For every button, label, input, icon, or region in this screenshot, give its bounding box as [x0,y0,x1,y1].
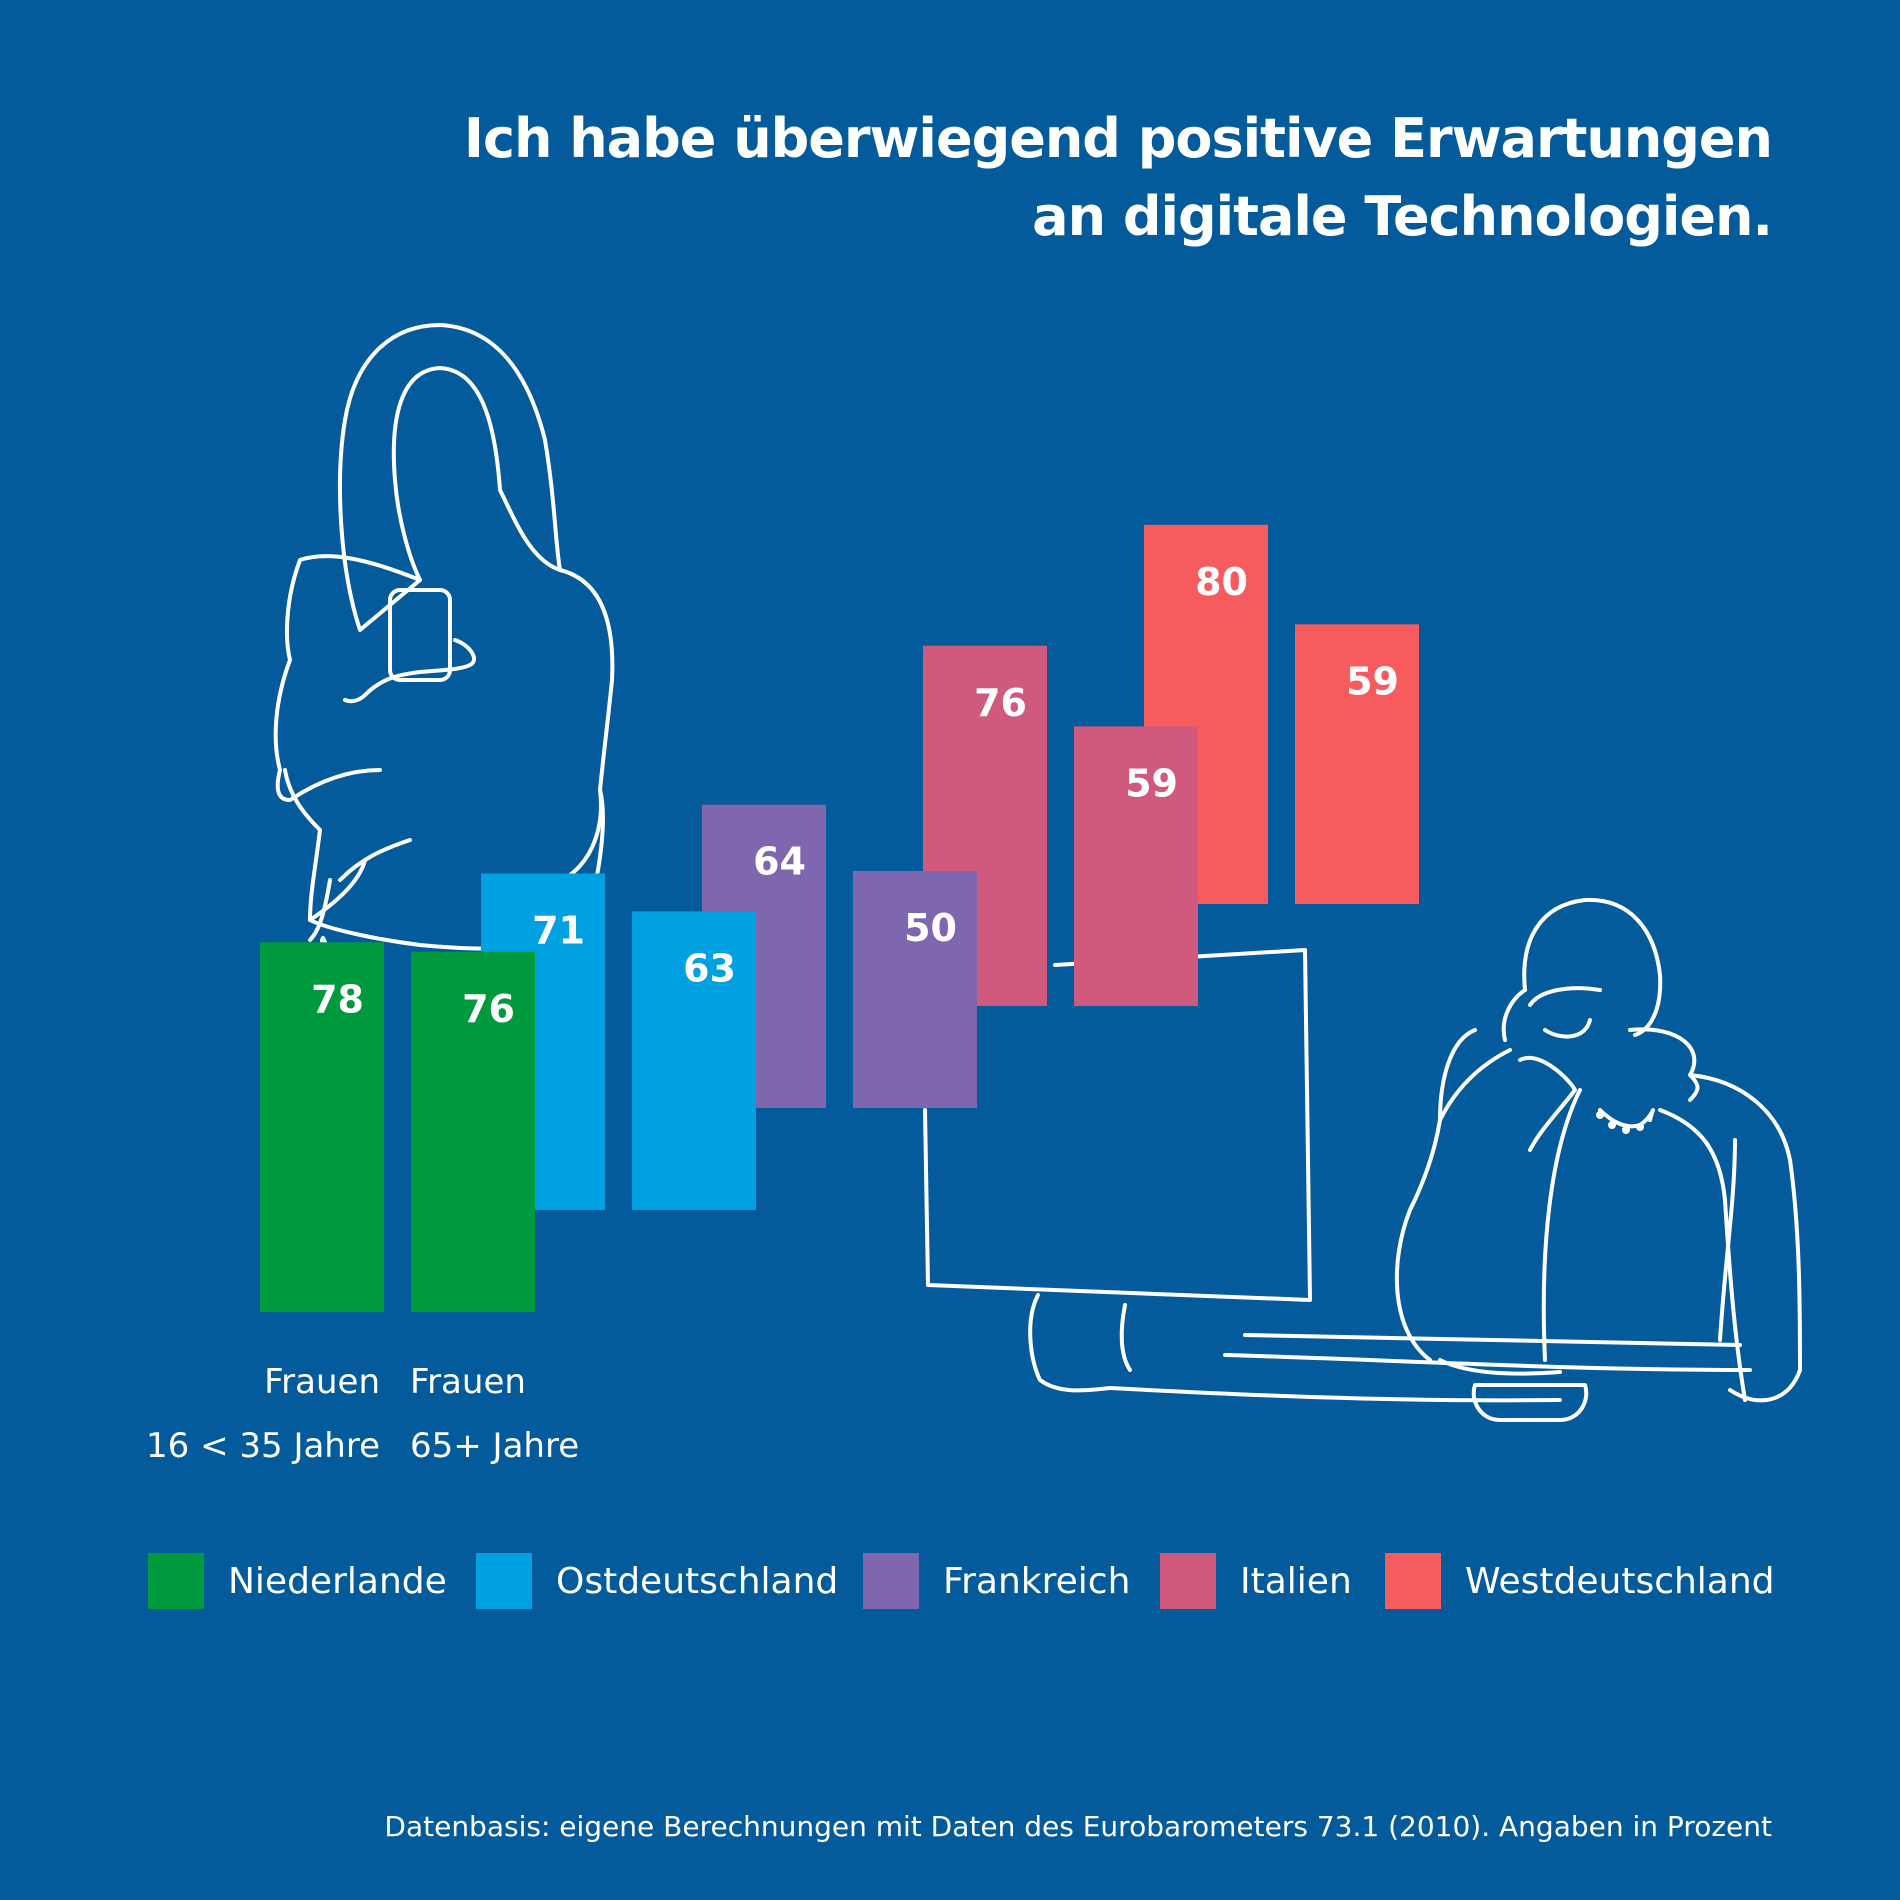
computer-monitor-illustration [923,948,1562,1403]
legend-label-westdeutschland: Westdeutschland [1465,1560,1775,1602]
legend-label-niederlande: Niederlande [228,1560,447,1602]
bar-value-westdeutschland-old: 59 [1346,659,1399,703]
woman-with-phone-illustration [273,323,615,956]
bar-value-frankreich-young: 64 [753,840,806,884]
bar-niederlande-young [260,942,384,1312]
legend-item-italien: Italien [1160,1553,1352,1609]
bar-value-westdeutschland-young: 80 [1195,560,1248,604]
legend-swatch-italien [1160,1553,1216,1609]
group-label-old-line-1: Frauen [410,1362,526,1402]
chart-title-line-1: Ich habe überwiegend positive Erwartunge… [463,107,1773,170]
bar-italien-old [1074,726,1198,1006]
chart-title-line-2: an digitale Technologien. [1032,185,1773,248]
group-label-young-line-2: 16 < 35 Jahre [146,1426,380,1466]
legend-swatch-ostdeutschland [476,1553,532,1609]
group-label-older-women: Frauen 65+ Jahre [410,1350,670,1478]
legend-swatch-frankreich [863,1553,919,1609]
group-label-old-line-2: 65+ Jahre [410,1426,580,1466]
bar-value-ostdeutschland-young: 71 [532,908,585,952]
legend-item-frankreich: Frankreich [863,1553,1130,1609]
legend-item-westdeutschland: Westdeutschland [1385,1553,1775,1609]
bar-value-italien-old: 59 [1125,761,1178,805]
legend-item-niederlande: Niederlande [148,1553,447,1609]
legend-label-ostdeutschland: Ostdeutschland [556,1560,839,1602]
group-label-young-line-1: Frauen [264,1362,380,1402]
legend-label-frankreich: Frankreich [943,1560,1131,1602]
group-label-young-women: Frauen 16 < 35 Jahre [140,1350,380,1478]
bar-frankreich-old [853,871,977,1108]
bar-value-niederlande-young: 78 [311,977,364,1021]
bar-ostdeutschland-old [632,911,756,1210]
seated-woman-illustration [1223,897,1802,1422]
bar-value-niederlande-old: 76 [462,987,515,1031]
bar-value-frankreich-old: 50 [904,906,957,950]
chart-title: Ich habe überwiegend positive Erwartunge… [372,100,1773,256]
legend-item-ostdeutschland: Ostdeutschland [476,1553,838,1609]
legend-label-italien: Italien [1240,1560,1352,1602]
source-note: Datenbasis: eigene Berechnungen mit Date… [384,1810,1772,1843]
bars-layer [260,524,1419,1312]
legend-swatch-niederlande [148,1553,204,1609]
legend-swatch-westdeutschland [1385,1553,1441,1609]
bar-labels-layer: 59 80 59 76 50 64 63 71 76 78 [311,560,1399,1031]
bar-value-ostdeutschland-old: 63 [683,946,736,990]
bar-westdeutschland-old [1295,624,1419,904]
bar-value-italien-young: 76 [974,681,1027,725]
bar-niederlande-old [411,951,535,1312]
legend: Niederlande Ostdeutschland Frankreich It… [0,1553,1900,1609]
